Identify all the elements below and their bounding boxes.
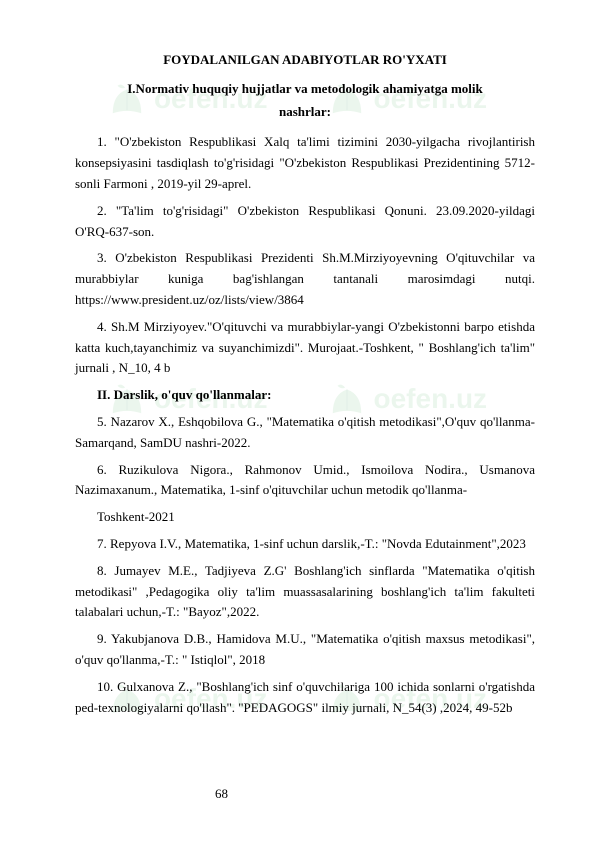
reference-item-3: 3. O'zbekiston Respublikasi Prezidenti S… — [75, 248, 535, 310]
reference-item-5: 5. Nazarov X., Eshqobilova G., "Matemati… — [75, 412, 535, 454]
reference-item-4: 4. Sh.M Mirziyoyev."O'qituvchi va murabb… — [75, 317, 535, 379]
reference-item-1: 1. "O'zbekiston Respublikasi Xalq ta'lim… — [75, 132, 535, 194]
reference-item-8: 8. Jumayev M.E., Tadjiyeva Z.G' Boshlang… — [75, 561, 535, 623]
section-2-title: II. Darslik, o'quv qo'llanmalar: — [75, 385, 535, 406]
reference-item-6: 6. Ruzikulova Nigora., Rahmonov Umid., I… — [75, 460, 535, 502]
reference-item-10: 10. Gulxanova Z., "Boshlang'ich sinf o'q… — [75, 677, 535, 719]
document-content: FOYDALANILGAN ADABIYOTLAR RO'YXATI I.Nor… — [0, 0, 595, 764]
reference-item-6-continuation: Toshkent-2021 — [75, 507, 535, 528]
reference-item-7: 7. Repyova I.V., Matematika, 1-sinf uchu… — [75, 534, 535, 555]
section-1-title-line2: nashrlar: — [75, 102, 535, 123]
main-title: FOYDALANILGAN ADABIYOTLAR RO'YXATI — [75, 50, 535, 71]
section-1-title-line1: I.Normativ huquqiy hujjatlar va metodolo… — [75, 79, 535, 100]
reference-item-2: 2. "Ta'lim to'g'risidagi" O'zbekiston Re… — [75, 201, 535, 243]
page-number: 68 — [215, 786, 228, 802]
reference-item-9: 9. Yakubjanova D.B., Hamidova M.U., "Mat… — [75, 629, 535, 671]
